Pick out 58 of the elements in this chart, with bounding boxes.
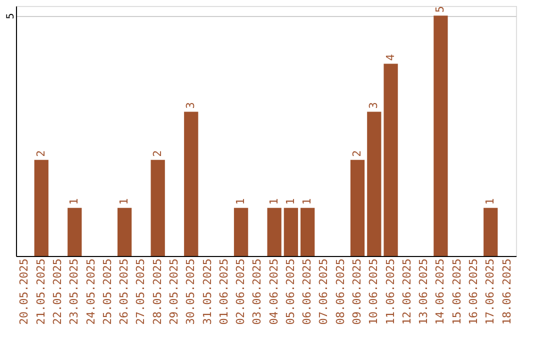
data-label: 3 xyxy=(367,102,380,109)
x-tick-label: 01.06.2025 xyxy=(217,258,230,325)
bar xyxy=(367,112,382,256)
x-tick-label: 29.05.2025 xyxy=(167,258,180,325)
x-tick-label: 04.06.2025 xyxy=(267,258,280,325)
x-tick-label: 11.06.2025 xyxy=(384,258,397,325)
x-tick-label: 08.06.2025 xyxy=(334,258,347,325)
x-tick-label: 12.06.2025 xyxy=(400,258,414,325)
data-label: 3 xyxy=(184,102,198,109)
data-label: 2 xyxy=(150,150,164,157)
x-tick-label: 10.06.2025 xyxy=(367,258,380,325)
x-tick-label: 24.05.2025 xyxy=(84,258,98,325)
data-label: 1 xyxy=(284,198,297,205)
x-tick-label: 23.05.2025 xyxy=(68,258,81,325)
x-tick-label: 06.06.2025 xyxy=(300,258,314,325)
x-tick-label: 28.05.2025 xyxy=(150,258,164,325)
bar xyxy=(484,208,498,256)
x-tick-label: 16.06.2025 xyxy=(466,258,480,325)
bar xyxy=(350,160,365,256)
bar xyxy=(284,208,298,256)
x-tick-label: 15.06.2025 xyxy=(450,258,464,325)
data-label: 4 xyxy=(384,54,397,61)
data-label: 1 xyxy=(68,198,81,205)
x-tick-label: 17.06.2025 xyxy=(484,258,497,325)
bar xyxy=(34,160,48,256)
x-tick-label: 03.06.2025 xyxy=(250,258,264,325)
bar xyxy=(150,160,165,256)
x-tick-label: 09.06.2025 xyxy=(350,258,364,325)
bar xyxy=(384,64,398,256)
bar xyxy=(68,208,82,256)
bar xyxy=(434,16,448,256)
x-tick-label: 31.05.2025 xyxy=(200,258,214,325)
data-label: 2 xyxy=(34,150,48,157)
x-tick-label: 05.06.2025 xyxy=(284,258,297,325)
x-tick-label: 27.05.2025 xyxy=(134,258,148,325)
bar xyxy=(118,208,132,256)
bar xyxy=(234,208,248,256)
x-tick-label: 02.06.2025 xyxy=(234,258,248,325)
bar xyxy=(184,112,198,256)
x-tick-label: 22.05.2025 xyxy=(51,258,64,325)
data-label: 2 xyxy=(350,150,364,157)
x-tick-label: 30.05.2025 xyxy=(184,258,198,325)
x-tick-label: 25.05.2025 xyxy=(100,258,114,325)
data-label: 1 xyxy=(484,198,497,205)
data-label: 5 xyxy=(434,6,447,13)
x-tick-label: 26.05.2025 xyxy=(118,258,131,325)
x-tick-label: 14.06.2025 xyxy=(434,258,447,325)
x-tick-label: 20.05.2025 xyxy=(18,258,31,325)
data-label: 1 xyxy=(234,198,248,205)
x-tick-label: 21.05.2025 xyxy=(34,258,48,325)
x-tick-label: 13.06.2025 xyxy=(417,258,430,325)
data-label: 1 xyxy=(300,198,314,205)
data-label: 1 xyxy=(118,198,131,205)
x-tick-label: 18.06.2025 xyxy=(500,258,514,325)
x-tick-label: 07.06.2025 xyxy=(317,258,330,325)
bar xyxy=(300,208,315,256)
data-label: 1 xyxy=(267,198,280,205)
bar xyxy=(267,208,282,256)
